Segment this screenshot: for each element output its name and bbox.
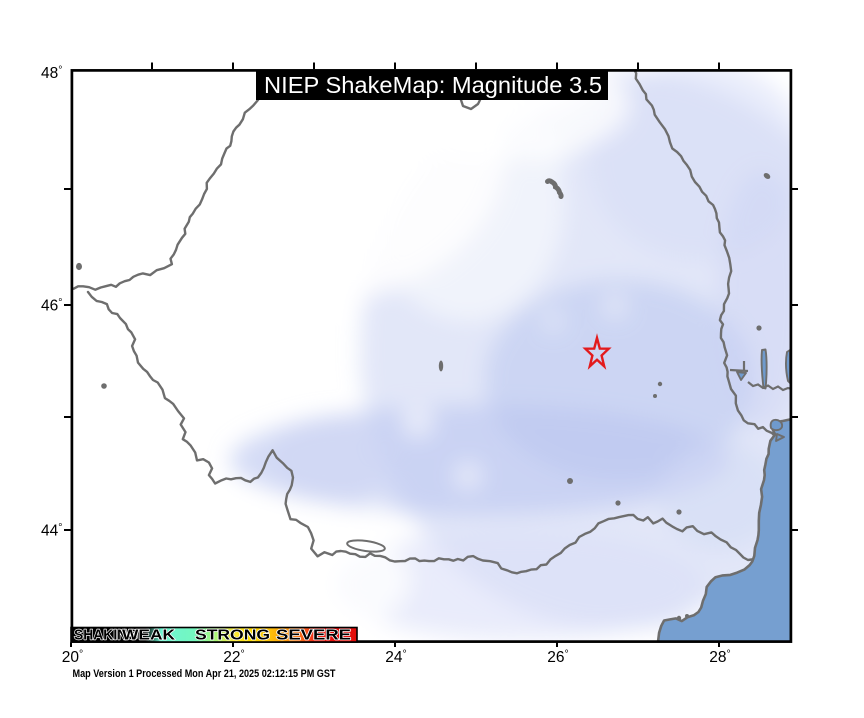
svg-text:44°: 44°	[41, 522, 62, 540]
svg-text:22°: 22°	[223, 648, 244, 666]
svg-text:26°: 26°	[547, 648, 568, 666]
svg-text:Map Version 1 Processed Mon Ap: Map Version 1 Processed Mon Apr 21, 2025…	[73, 668, 336, 680]
svg-text:24°: 24°	[385, 648, 406, 666]
svg-text:46°: 46°	[41, 297, 62, 315]
svg-text:WEAK: WEAK	[122, 627, 175, 644]
svg-text:SEVERE: SEVERE	[276, 627, 351, 644]
svg-text:28°: 28°	[709, 648, 730, 666]
svg-text:STRONG: STRONG	[195, 627, 270, 644]
svg-text:48°: 48°	[41, 64, 62, 82]
svg-text:20°: 20°	[62, 648, 83, 666]
svg-text:NIEP ShakeMap: Magnitude 3.5: NIEP ShakeMap: Magnitude 3.5	[264, 72, 602, 98]
svg-text:SHAKING: SHAKING	[74, 627, 138, 644]
